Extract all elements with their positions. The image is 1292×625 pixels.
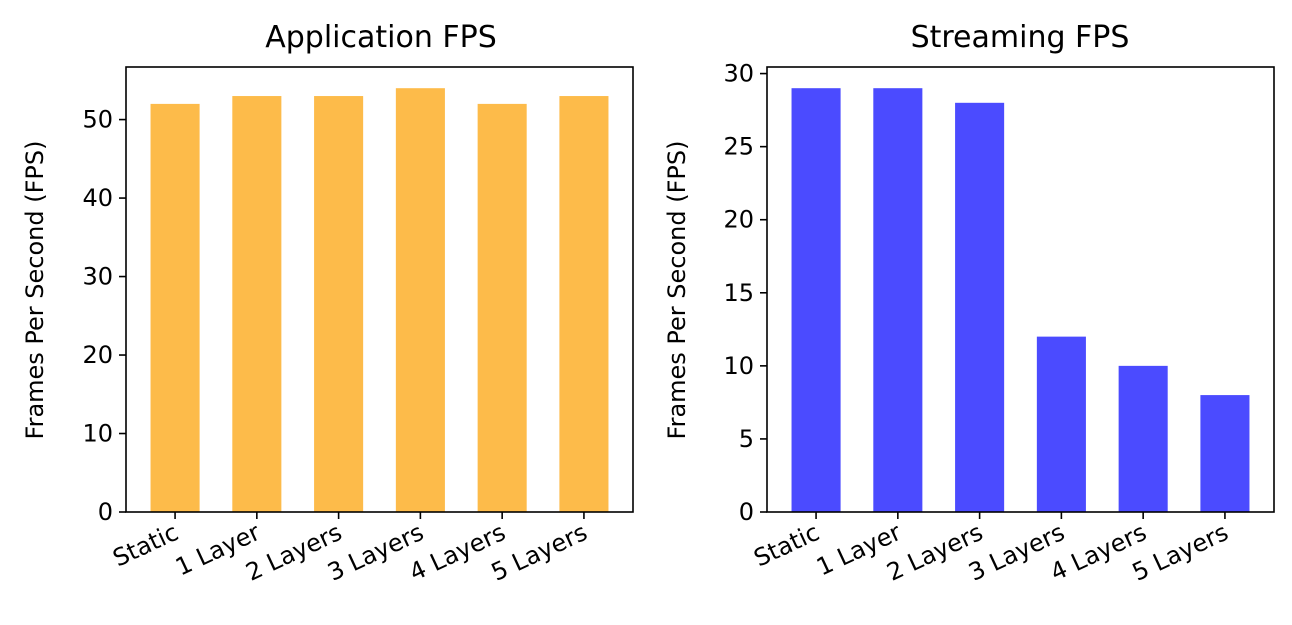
- bar-static: [791, 88, 841, 512]
- x-tick-label: Static: [750, 518, 824, 572]
- bar-1-layer: [232, 96, 282, 512]
- streaming-fps-chart: Streaming FPS Frames Per Second (FPS) 0 5…: [663, 20, 1275, 587]
- y-tick-label: 40: [82, 184, 113, 212]
- plot-frame: [125, 66, 634, 513]
- y-axis-label: Frames Per Second (FPS): [21, 141, 49, 440]
- bar-static: [150, 103, 200, 513]
- bar-5-layers: [1200, 395, 1250, 512]
- y-ticks: 0 5 10 15 20 25 30: [723, 60, 767, 526]
- bar-4-layers: [477, 103, 527, 513]
- chart-title: Application FPS: [265, 20, 497, 55]
- y-tick-label: 10: [723, 352, 754, 380]
- y-tick-label: 20: [723, 206, 754, 234]
- y-tick-label: 30: [723, 60, 754, 88]
- bar-5-layers: [559, 96, 609, 512]
- y-tick-label: 0: [739, 498, 754, 526]
- bar-4-layers: [1118, 365, 1168, 512]
- plot-frame: [766, 66, 1275, 513]
- x-tick-label: Static: [109, 518, 183, 572]
- bars: [791, 88, 1250, 512]
- y-tick-label: 5: [739, 425, 754, 453]
- y-tick-label: 50: [82, 106, 113, 134]
- bar-3-layers: [395, 88, 445, 512]
- bar-3-layers: [1036, 336, 1086, 512]
- y-tick-label: 15: [723, 279, 754, 307]
- y-tick-label: 20: [82, 341, 113, 369]
- y-tick-label: 25: [723, 133, 754, 161]
- bars: [150, 88, 609, 513]
- chart-title: Streaming FPS: [911, 20, 1130, 55]
- y-tick-label: 30: [82, 263, 113, 291]
- bar-2-layers: [955, 102, 1005, 512]
- y-ticks: 0 10 20 30 40 50: [82, 106, 126, 526]
- application-fps-chart: Application FPS Frames Per Second (FPS) …: [21, 20, 634, 587]
- y-tick-label: 0: [98, 498, 113, 526]
- y-axis-label: Frames Per Second (FPS): [663, 141, 691, 440]
- bar-2-layers: [314, 96, 364, 512]
- bar-1-layer: [873, 88, 923, 512]
- y-tick-label: 10: [82, 420, 113, 448]
